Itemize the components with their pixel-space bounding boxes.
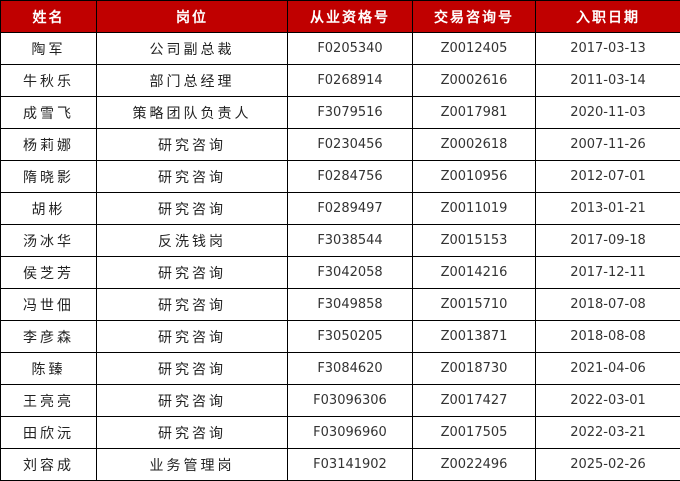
table-row: 李彦森 研究咨询 F3050205 Z0013871 2018-08-08: [0, 320, 680, 353]
cell-position: 研究咨询: [96, 256, 288, 289]
cell-consulting-no: Z0010956: [412, 160, 536, 193]
cell-qualification-no: F0268914: [287, 64, 413, 97]
cell-hire-date: 2018-08-08: [535, 320, 680, 353]
cell-hire-date: 2017-03-13: [535, 32, 680, 65]
cell-name: 王亮亮: [0, 384, 97, 417]
cell-hire-date: 2022-03-21: [535, 416, 680, 449]
cell-name: 胡彬: [0, 192, 97, 225]
cell-qualification-no: F0230456: [287, 128, 413, 161]
cell-hire-date: 2011-03-14: [535, 64, 680, 97]
table-header: 姓名 岗位 从业资格号 交易咨询号 入职日期: [0, 0, 680, 33]
cell-hire-date: 2017-12-11: [535, 256, 680, 289]
cell-name: 隋晓影: [0, 160, 97, 193]
cell-hire-date: 2020-11-03: [535, 96, 680, 129]
cell-qualification-no: F3050205: [287, 320, 413, 353]
table-row: 胡彬 研究咨询 F0289497 Z0011019 2013-01-21: [0, 192, 680, 225]
cell-position: 策略团队负责人: [96, 96, 288, 129]
table-row: 杨莉娜 研究咨询 F0230456 Z0002618 2007-11-26: [0, 128, 680, 161]
cell-name: 冯世佃: [0, 288, 97, 321]
cell-qualification-no: F03096306: [287, 384, 413, 417]
cell-consulting-no: Z0013871: [412, 320, 536, 353]
cell-hire-date: 2012-07-01: [535, 160, 680, 193]
cell-hire-date: 2017-09-18: [535, 224, 680, 257]
cell-consulting-no: Z0015153: [412, 224, 536, 257]
cell-position: 研究咨询: [96, 128, 288, 161]
header-qualification-no: 从业资格号: [287, 0, 413, 33]
cell-qualification-no: F3079516: [287, 96, 413, 129]
cell-position: 研究咨询: [96, 160, 288, 193]
cell-hire-date: 2022-03-01: [535, 384, 680, 417]
table-row: 陶军 公司副总裁 F0205340 Z0012405 2017-03-13: [0, 32, 680, 65]
cell-name: 杨莉娜: [0, 128, 97, 161]
cell-consulting-no: Z0017981: [412, 96, 536, 129]
cell-qualification-no: F0289497: [287, 192, 413, 225]
cell-qualification-no: F03096960: [287, 416, 413, 449]
cell-name: 田欣沅: [0, 416, 97, 449]
cell-position: 研究咨询: [96, 416, 288, 449]
cell-position: 研究咨询: [96, 192, 288, 225]
cell-name: 侯芝芳: [0, 256, 97, 289]
cell-position: 研究咨询: [96, 320, 288, 353]
cell-position: 部门总经理: [96, 64, 288, 97]
cell-position: 研究咨询: [96, 384, 288, 417]
cell-hire-date: 2007-11-26: [535, 128, 680, 161]
cell-qualification-no: F0284756: [287, 160, 413, 193]
cell-hire-date: 2018-07-08: [535, 288, 680, 321]
cell-name: 汤冰华: [0, 224, 97, 257]
cell-position: 业务管理岗: [96, 448, 288, 481]
cell-qualification-no: F03141902: [287, 448, 413, 481]
cell-consulting-no: Z0002618: [412, 128, 536, 161]
cell-name: 陶军: [0, 32, 97, 65]
cell-name: 陈臻: [0, 352, 97, 385]
cell-qualification-no: F3084620: [287, 352, 413, 385]
header-position: 岗位: [96, 0, 288, 33]
cell-consulting-no: Z0015710: [412, 288, 536, 321]
cell-name: 李彦森: [0, 320, 97, 353]
header-row: 姓名 岗位 从业资格号 交易咨询号 入职日期: [0, 0, 680, 33]
table-row: 牛秋乐 部门总经理 F0268914 Z0002616 2011-03-14: [0, 64, 680, 97]
table-row: 汤冰华 反洗钱岗 F3038544 Z0015153 2017-09-18: [0, 224, 680, 257]
table-row: 刘容成 业务管理岗 F03141902 Z0022496 2025-02-26: [0, 448, 680, 481]
cell-position: 公司副总裁: [96, 32, 288, 65]
table-row: 冯世佃 研究咨询 F3049858 Z0015710 2018-07-08: [0, 288, 680, 321]
table-row: 侯芝芳 研究咨询 F3042058 Z0014216 2017-12-11: [0, 256, 680, 289]
cell-consulting-no: Z0017427: [412, 384, 536, 417]
cell-name: 牛秋乐: [0, 64, 97, 97]
table-row: 成雪飞 策略团队负责人 F3079516 Z0017981 2020-11-03: [0, 96, 680, 129]
cell-position: 研究咨询: [96, 288, 288, 321]
cell-qualification-no: F0205340: [287, 32, 413, 65]
header-consulting-no: 交易咨询号: [412, 0, 536, 33]
table-row: 王亮亮 研究咨询 F03096306 Z0017427 2022-03-01: [0, 384, 680, 417]
cell-position: 研究咨询: [96, 352, 288, 385]
cell-consulting-no: Z0017505: [412, 416, 536, 449]
cell-consulting-no: Z0012405: [412, 32, 536, 65]
cell-position: 反洗钱岗: [96, 224, 288, 257]
table-body: 陶军 公司副总裁 F0205340 Z0012405 2017-03-13 牛秋乐 部门总经…: [0, 32, 680, 481]
table-row: 隋晓影 研究咨询 F0284756 Z0010956 2012-07-01: [0, 160, 680, 193]
table-row: 陈臻 研究咨询 F3084620 Z0018730 2021-04-06: [0, 352, 680, 385]
cell-qualification-no: F3038544: [287, 224, 413, 257]
cell-consulting-no: Z0014216: [412, 256, 536, 289]
table-row: 田欣沅 研究咨询 F03096960 Z0017505 2022-03-21: [0, 416, 680, 449]
cell-consulting-no: Z0018730: [412, 352, 536, 385]
cell-name: 成雪飞: [0, 96, 97, 129]
cell-consulting-no: Z0022496: [412, 448, 536, 481]
cell-hire-date: 2013-01-21: [535, 192, 680, 225]
cell-consulting-no: Z0002616: [412, 64, 536, 97]
cell-hire-date: 2021-04-06: [535, 352, 680, 385]
cell-qualification-no: F3042058: [287, 256, 413, 289]
header-hire-date: 入职日期: [535, 0, 680, 33]
cell-hire-date: 2025-02-26: [535, 448, 680, 481]
cell-qualification-no: F3049858: [287, 288, 413, 321]
cell-name: 刘容成: [0, 448, 97, 481]
header-name: 姓名: [0, 0, 97, 33]
cell-consulting-no: Z0011019: [412, 192, 536, 225]
